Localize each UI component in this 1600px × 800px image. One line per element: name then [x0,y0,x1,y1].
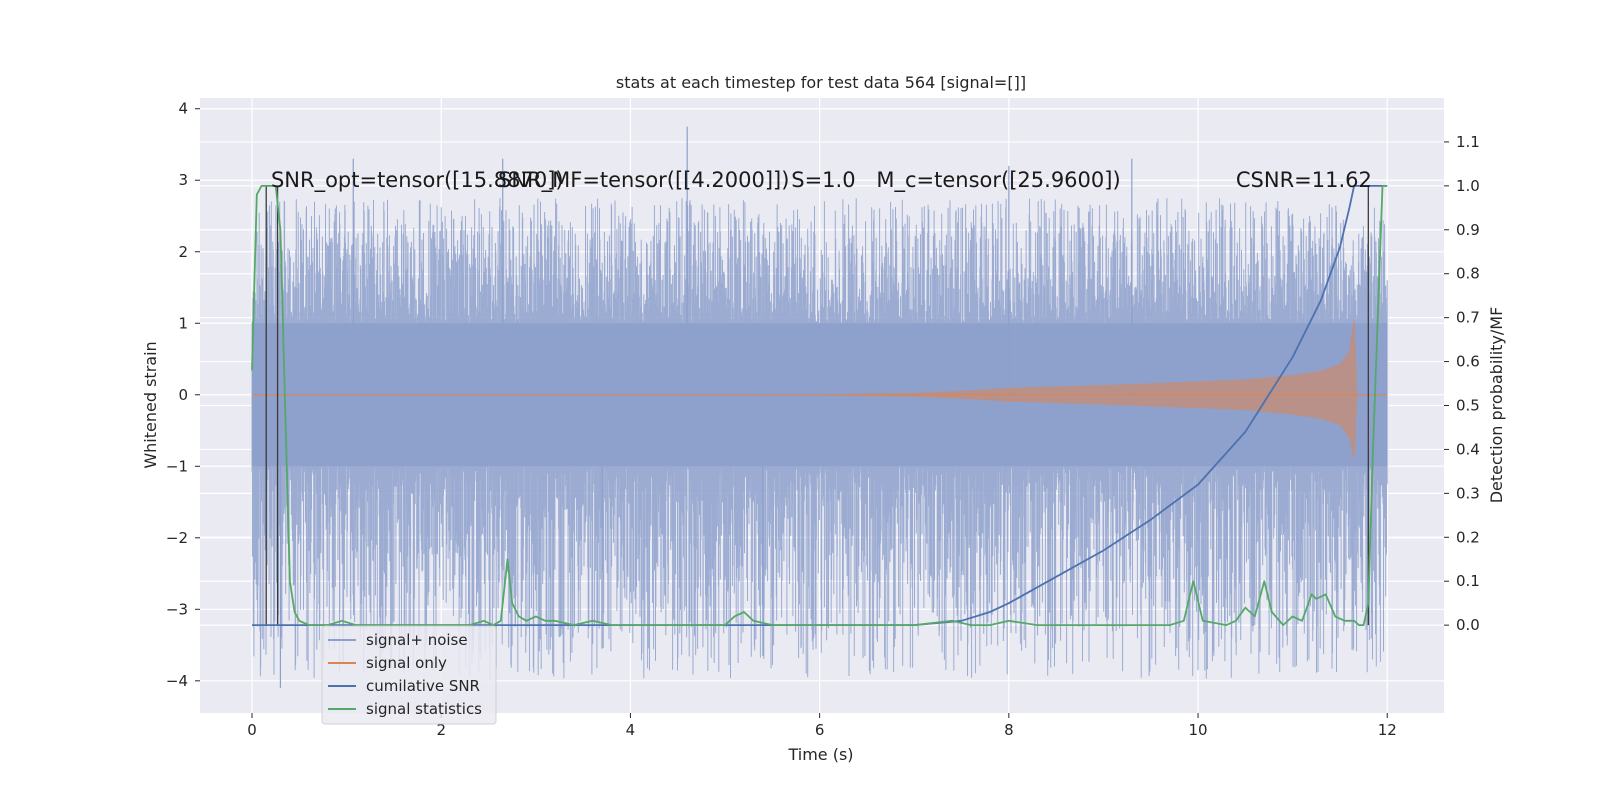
y-left-tick-label-7: 3 [178,171,188,189]
x-axis-label: Time (s) [787,745,853,764]
y-right-tick-label-1: 0.1 [1456,572,1480,590]
y-right-tick-label-2: 0.2 [1456,528,1480,546]
x-tick-label-3: 6 [815,721,825,739]
y-axis-right-label: Detection probability/MF [1487,307,1506,504]
legend-label-1: signal only [366,654,447,672]
y-right-tick-label-4: 0.4 [1456,440,1480,458]
signal-only-series [252,319,1388,460]
annotation-0: SNR_opt=tensor([15.8870]) [271,168,564,193]
y-left-tick-label-1: −3 [166,600,188,618]
y-right-tick-label-5: 0.5 [1456,397,1480,415]
y-left-tick-label-0: −4 [166,672,188,690]
y-left-tick-label-8: 4 [178,100,188,118]
legend: signal+ noise signal only cumilative SNR si… [321,625,497,725]
x-tick-label-5: 10 [1188,721,1207,739]
annotation-2: S=1.0 [791,168,855,192]
legend-label-0: signal+ noise [366,631,468,649]
legend-box [321,625,497,725]
annotation-3: M_c=tensor([25.9600]) [876,168,1120,193]
chart-title: stats at each timestep for test data 564… [616,73,1026,92]
y-left-tick-label-5: 1 [178,314,188,332]
y-right-tick-label-10: 1.0 [1456,177,1480,195]
y-left-tick-label-3: −1 [166,457,188,475]
y-right-tick-label-7: 0.7 [1456,309,1480,327]
cumulative-snr-line [252,185,1388,626]
x-tick-label-0: 0 [247,721,257,739]
cumulative-snr-series [252,185,1388,626]
x-tick-label-1: 2 [436,721,446,739]
x-tick-label-6: 12 [1378,721,1397,739]
signal-statistics-series [251,185,1388,626]
y-right-tick-label-9: 0.9 [1456,221,1480,239]
annotation-1: SNR_MF=tensor([[4.2000]]) [498,168,789,193]
y-right-tick-label-6: 0.6 [1456,353,1480,371]
y-axis-left-label: Whitened strain [141,341,160,468]
y-right-tick-label-11: 1.1 [1456,133,1480,151]
legend-label-2: cumilative SNR [366,677,480,695]
annotations: SNR_opt=tensor([15.8870])SNR_MF=tensor([… [271,168,1372,193]
y-right-tick-label-3: 0.3 [1456,484,1480,502]
signal-statistics-line [251,185,1388,626]
signal-envelope [252,319,1388,460]
y-left-tick-label-4: 0 [178,386,188,404]
legend-label-3: signal statistics [366,700,482,718]
y-right-tick-label-8: 0.8 [1456,265,1480,283]
vertical-markers [265,185,1369,626]
annotation-4: CSNR=11.62 [1236,168,1372,192]
y-right-tick-label-0: 0.0 [1456,616,1480,634]
x-tick-label-4: 8 [1004,721,1014,739]
x-tick-label-2: 4 [626,721,636,739]
axes: 0 2 4 6 8 10 12−4−3−2−1012340.00.10.20.30.40.5… [166,100,1480,739]
y-left-tick-label-6: 2 [178,243,188,261]
y-left-tick-label-2: −2 [166,529,188,547]
